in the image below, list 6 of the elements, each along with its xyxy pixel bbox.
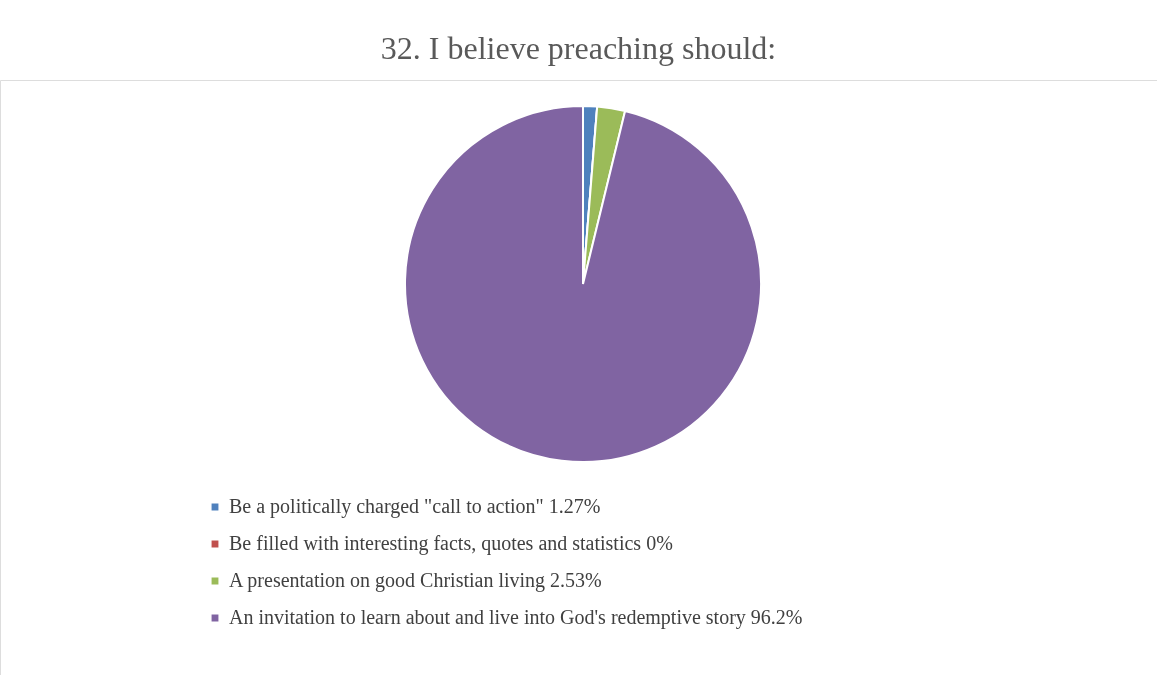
legend-label: A presentation on good Christian living 2.53%: [229, 569, 602, 592]
legend-label: An invitation to learn about and live into God's redemptive story 96.2%: [229, 606, 803, 629]
legend-label: Be filled with interesting facts, quotes and statistics 0%: [229, 532, 673, 555]
legend-label: Be a politically charged "call to action" 1.27%: [229, 495, 601, 518]
pie-slice: [404, 105, 762, 463]
chart-title: 32. I believe preaching should:: [380, 30, 777, 66]
